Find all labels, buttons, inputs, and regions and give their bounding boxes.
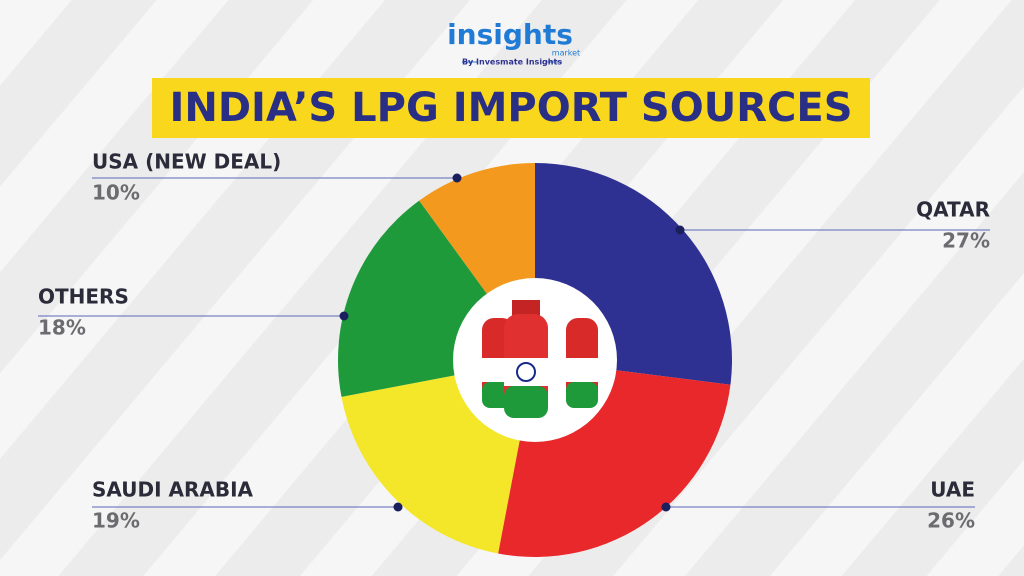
leader-dot xyxy=(661,502,671,512)
slice-label: QATAR xyxy=(916,198,990,222)
slice-label: OTHERS xyxy=(38,285,129,309)
wedge xyxy=(535,163,732,385)
leader-dot xyxy=(339,311,349,321)
slice-value: 19% xyxy=(92,509,140,533)
wedge xyxy=(341,374,521,554)
slice-value: 26% xyxy=(927,509,975,533)
wedge xyxy=(498,370,731,557)
chart-title: INDIA’S LPG IMPORT SOURCES xyxy=(169,85,852,131)
slice-value: 10% xyxy=(92,181,140,205)
leader-dot xyxy=(452,173,462,183)
slice-value: 27% xyxy=(942,229,990,253)
title-box xyxy=(152,78,870,138)
brand-sub: market xyxy=(552,49,580,58)
leader-dot xyxy=(393,502,403,512)
slice-value: 18% xyxy=(38,316,86,340)
leader-dot xyxy=(675,225,685,235)
wedge xyxy=(419,163,535,296)
cylinders xyxy=(453,278,617,442)
slice-label: UAE xyxy=(930,478,975,502)
slice-label: USA (NEW DEAL) xyxy=(92,150,281,174)
brand-name: insights xyxy=(447,18,573,51)
brand-tagline: By Invesmate Insights xyxy=(462,58,562,67)
wedge xyxy=(338,200,488,397)
slice-label: SAUDI ARABIA xyxy=(92,478,254,502)
